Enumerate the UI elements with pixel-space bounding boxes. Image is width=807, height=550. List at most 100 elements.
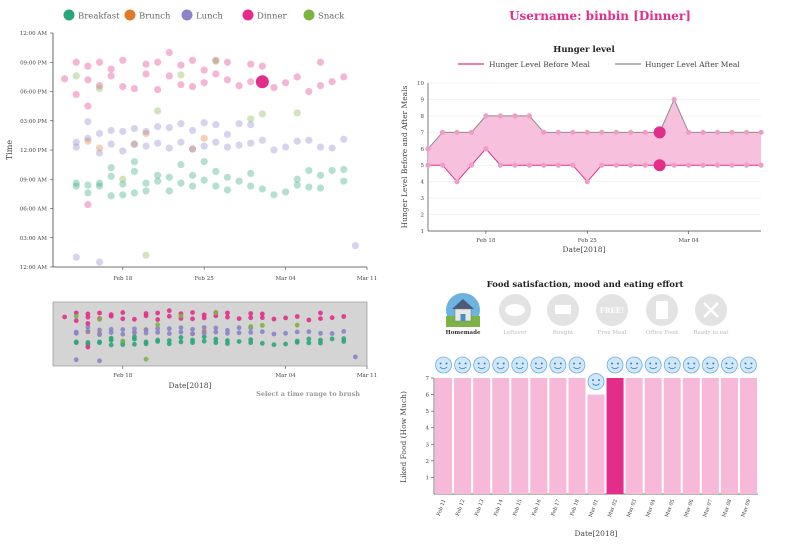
meal-point-dinner[interactable] (107, 72, 115, 80)
meal-point-dinner[interactable] (281, 79, 290, 87)
meal-point-lunch[interactable] (340, 135, 348, 143)
meal-point-lunch[interactable] (223, 143, 232, 151)
meal-point-breakfast[interactable] (188, 182, 197, 190)
meal-point-dinner[interactable] (107, 65, 115, 73)
meal-point-breakfast[interactable] (293, 175, 301, 183)
meal-point-lunch[interactable] (200, 142, 208, 150)
selected-meal-point[interactable] (255, 75, 269, 89)
meal-point-dinner[interactable] (316, 58, 325, 66)
food-type-homemade[interactable]: Homemade (446, 293, 481, 336)
meal-point-lunch[interactable] (95, 258, 104, 266)
meal-point-lunch[interactable] (107, 140, 115, 148)
meal-point-dinner[interactable] (293, 73, 301, 81)
meal-point-lunch[interactable] (119, 127, 127, 136)
meal-point-dinner[interactable] (165, 72, 173, 80)
brush-overview-chart[interactable]: Feb 18 Mar 04 Mar 11 Date[2018] (52, 301, 377, 390)
meal-point-dinner[interactable] (258, 62, 266, 70)
meal-point-dinner[interactable] (130, 84, 139, 93)
meal-point-snack[interactable] (154, 107, 162, 115)
meal-point-dinner[interactable] (95, 82, 104, 90)
meal-point-dinner[interactable] (165, 48, 173, 57)
meal-point-brunch[interactable] (130, 140, 139, 148)
meal-point-breakfast[interactable] (200, 176, 208, 184)
meal-point-dinner[interactable] (223, 76, 232, 84)
meal-point-lunch[interactable] (235, 141, 243, 149)
meal-point-breakfast[interactable] (235, 177, 243, 185)
meal-point-lunch[interactable] (247, 121, 255, 129)
meal-point-breakfast[interactable] (223, 186, 232, 194)
meal-point-breakfast[interactable] (95, 182, 104, 190)
meal-point-breakfast[interactable] (119, 180, 127, 188)
meal-point-breakfast[interactable] (165, 187, 173, 195)
meal-point-lunch[interactable] (154, 139, 162, 147)
meal-point-lunch[interactable] (212, 121, 220, 129)
meal-point-breakfast[interactable] (305, 166, 313, 175)
meal-point-breakfast[interactable] (107, 163, 115, 172)
food-type-office-food[interactable]: Office Food (646, 294, 678, 336)
meal-point-lunch[interactable] (165, 144, 173, 152)
meal-point-lunch[interactable] (72, 143, 80, 151)
meal-point-dinner[interactable] (84, 102, 92, 110)
meal-point-lunch[interactable] (95, 149, 104, 157)
meal-point-lunch[interactable] (200, 119, 208, 127)
meal-point-dinner[interactable] (212, 70, 220, 78)
meal-point-dinner[interactable] (188, 56, 197, 64)
meal-point-dinner[interactable] (84, 201, 92, 209)
meal-point-lunch[interactable] (258, 136, 266, 144)
meal-point-lunch[interactable] (177, 120, 185, 128)
meal-point-breakfast[interactable] (247, 169, 255, 177)
meal-point-breakfast[interactable] (212, 182, 220, 190)
meal-point-snack[interactable] (177, 71, 185, 79)
meal-point-snack[interactable] (72, 72, 80, 80)
meal-time-scatter-chart[interactable]: 12:00 AM 03:00 AM 06:00 AM 09:00 AM 12:00 PM… (5, 31, 377, 282)
meal-point-breakfast[interactable] (247, 182, 255, 190)
meal-point-breakfast[interactable] (72, 182, 80, 190)
meal-point-breakfast[interactable] (270, 191, 278, 199)
meal-point-lunch[interactable] (84, 134, 92, 142)
meal-point-dinner[interactable] (340, 73, 348, 81)
meal-point-dinner[interactable] (177, 81, 185, 89)
meal-point-breakfast[interactable] (154, 171, 162, 179)
meal-point-dinner[interactable] (84, 76, 92, 84)
meal-point-breakfast[interactable] (177, 179, 185, 187)
meal-point-dinner[interactable] (84, 62, 92, 70)
meal-point-dinner[interactable] (95, 58, 104, 66)
meal-point-breakfast[interactable] (188, 171, 197, 179)
meal-point-lunch[interactable] (130, 124, 139, 133)
meal-point-breakfast[interactable] (72, 179, 80, 187)
brush-area[interactable] (52, 301, 368, 367)
meal-point-lunch[interactable] (212, 138, 220, 146)
meal-point-snack[interactable] (293, 109, 301, 117)
meal-point-snack[interactable] (247, 115, 255, 123)
meal-point-brunch[interactable] (188, 145, 197, 153)
meal-point-brunch[interactable] (200, 134, 208, 142)
meal-point-dinner[interactable] (270, 84, 278, 92)
meal-point-dinner[interactable] (212, 56, 220, 64)
meal-point-dinner[interactable] (119, 83, 127, 91)
meal-point-dinner[interactable] (305, 87, 313, 96)
meal-point-breakfast[interactable] (212, 167, 220, 176)
meal-point-dinner[interactable] (72, 90, 80, 99)
meal-point-breakfast[interactable] (165, 173, 173, 181)
meal-point-lunch[interactable] (107, 126, 115, 135)
meal-point-breakfast[interactable] (340, 165, 348, 174)
meal-point-breakfast[interactable] (84, 189, 92, 197)
meal-point-breakfast[interactable] (142, 187, 150, 195)
meal-point-dinner[interactable] (200, 66, 208, 74)
meal-point-breakfast[interactable] (107, 192, 115, 200)
food-type-leftover[interactable]: Leftover (499, 294, 531, 336)
meal-point-snack[interactable] (119, 175, 127, 183)
meal-point-snack[interactable] (212, 57, 220, 65)
meal-point-dinner[interactable] (142, 70, 150, 78)
meal-point-breakfast[interactable] (130, 189, 139, 197)
meal-point-lunch[interactable] (270, 146, 278, 154)
meal-point-lunch[interactable] (328, 144, 336, 152)
meal-point-lunch[interactable] (72, 253, 80, 261)
meal-point-breakfast[interactable] (154, 177, 162, 185)
meal-point-lunch[interactable] (142, 142, 150, 150)
meal-point-lunch[interactable] (130, 140, 139, 148)
meal-point-dinner[interactable] (247, 60, 255, 68)
meal-point-lunch[interactable] (305, 136, 313, 144)
meal-point-dinner[interactable] (61, 75, 69, 83)
meal-point-lunch[interactable] (293, 137, 301, 145)
